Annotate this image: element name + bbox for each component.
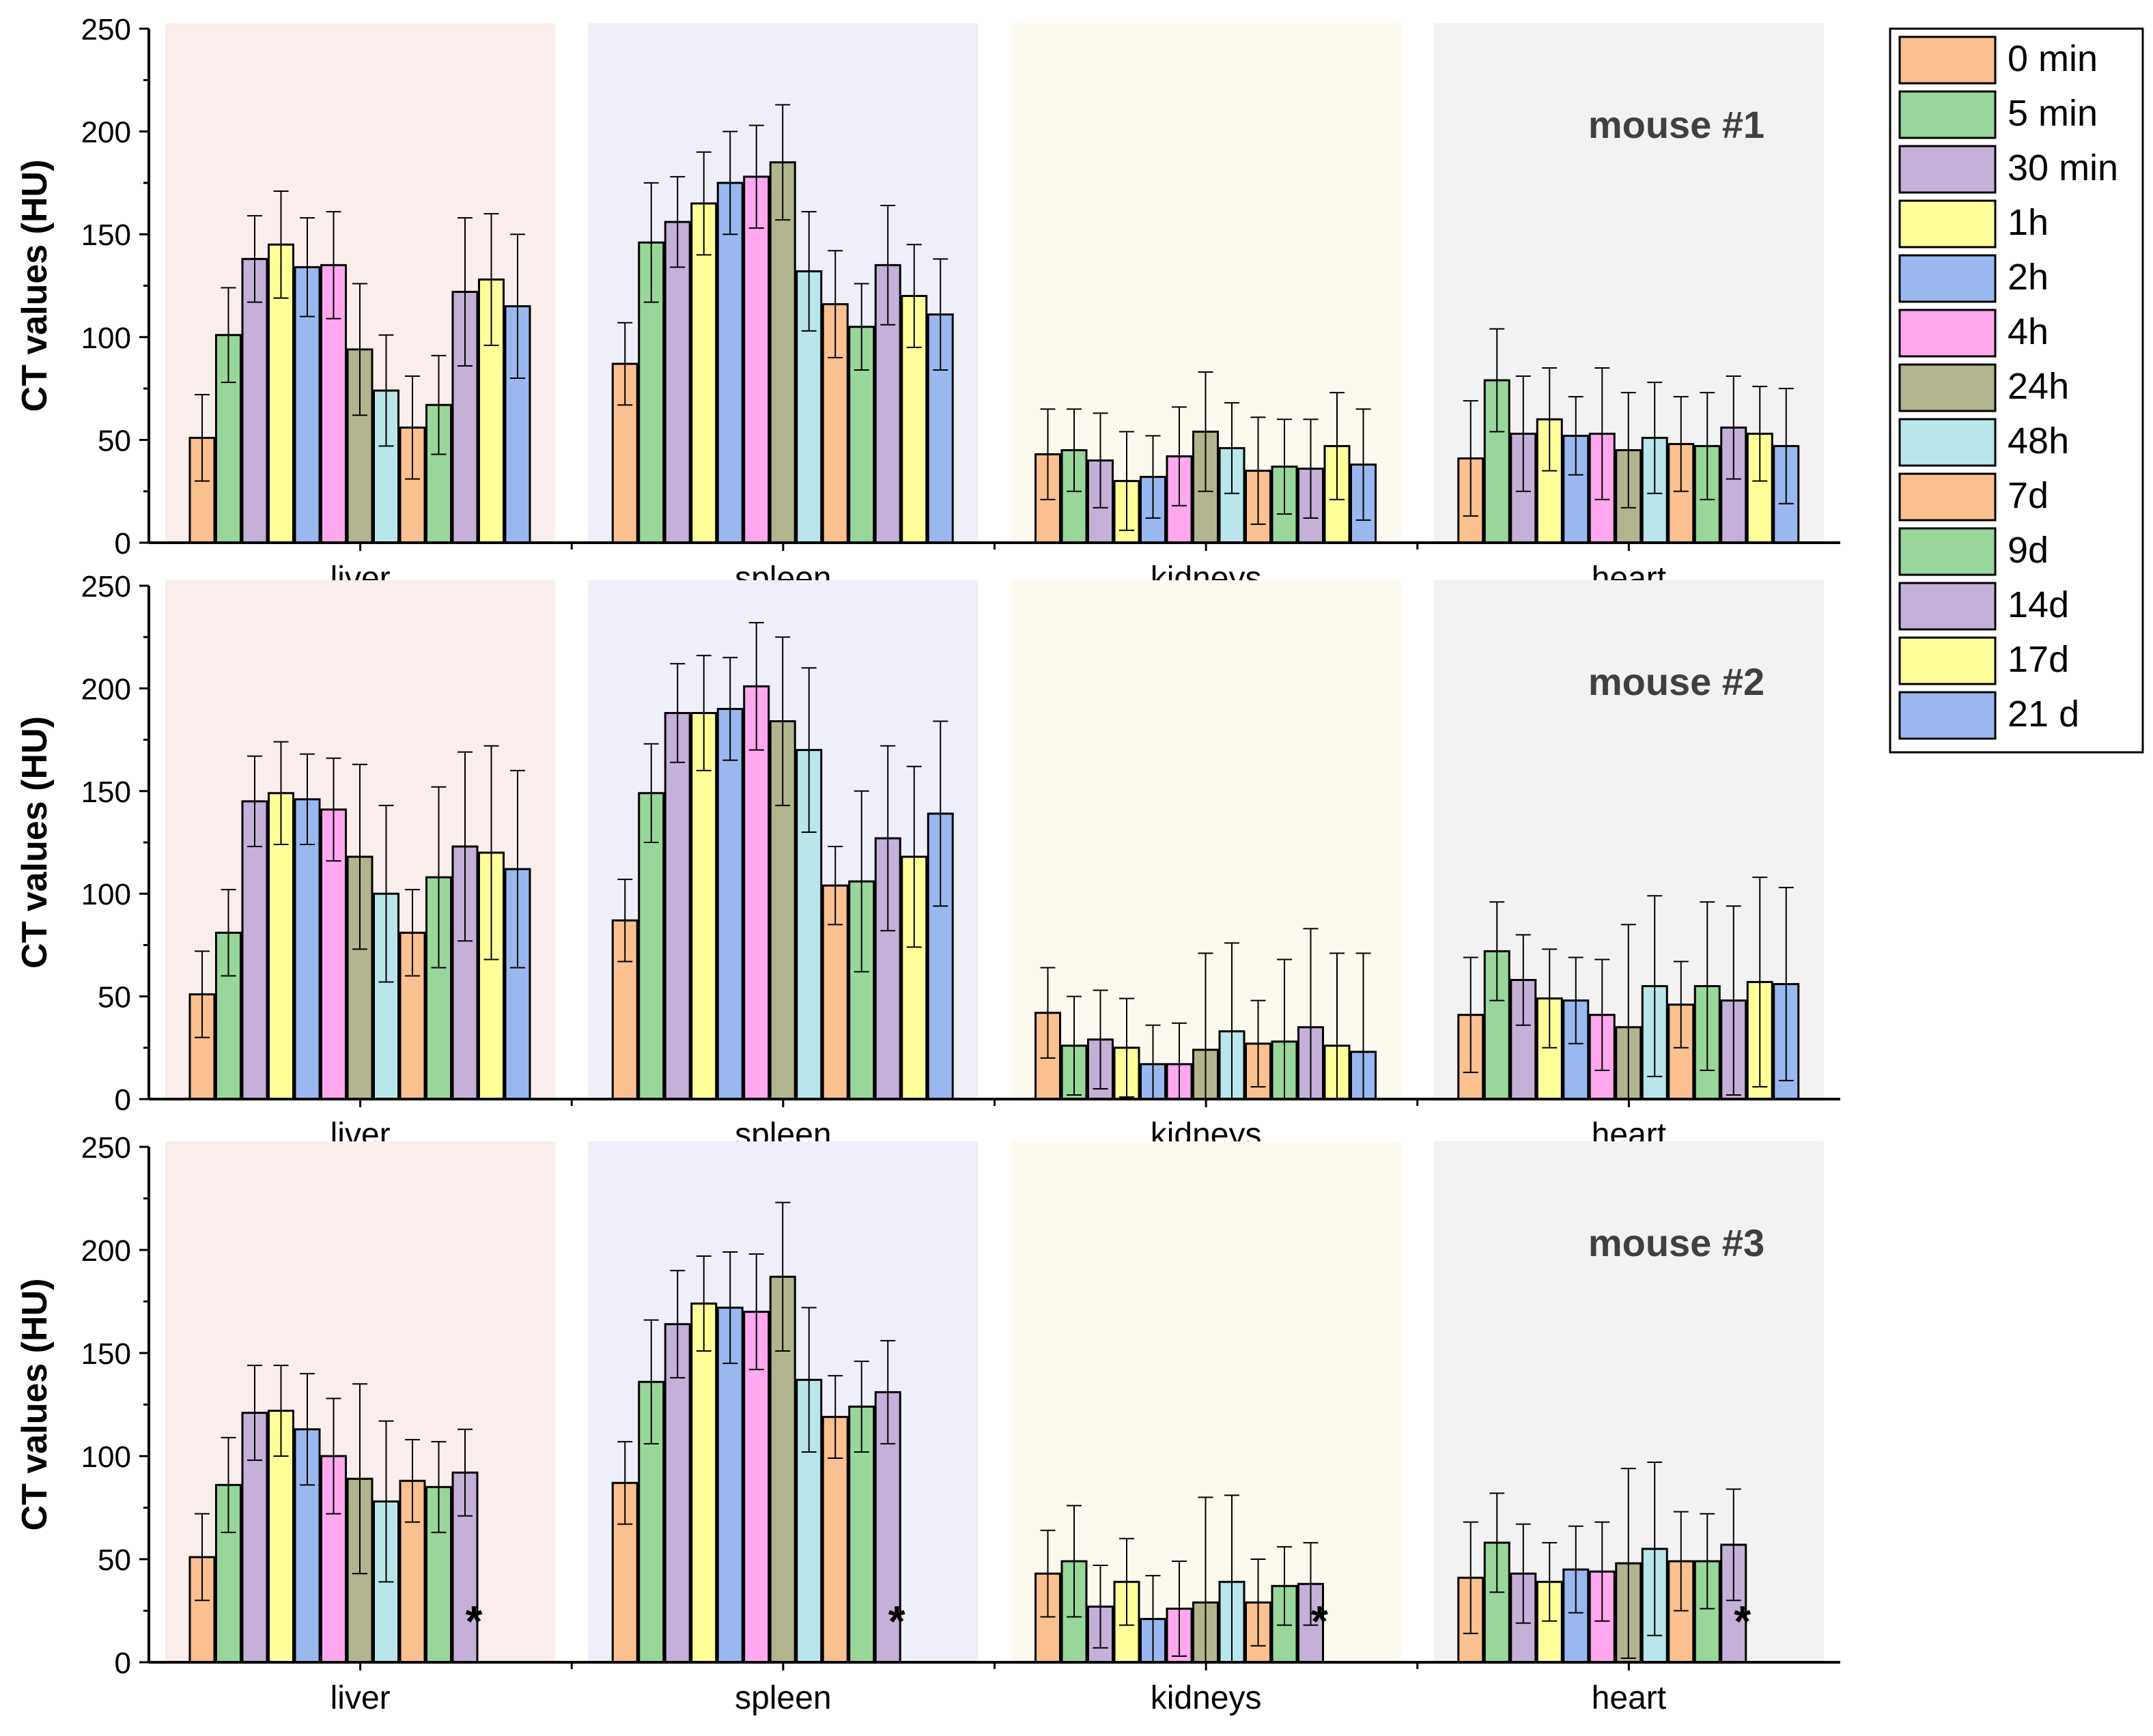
bar-spleen-4h xyxy=(743,175,770,544)
significance-marker-spleen: * xyxy=(888,1597,905,1646)
chart-panel-1: liver spleen kidneys heart050100150200250CT… xyxy=(15,13,1840,597)
legend-swatch-8 xyxy=(1898,472,1997,522)
y-tick-label-100: 100 xyxy=(81,878,131,911)
legend-label-1: 5 min xyxy=(2008,93,2098,134)
legend-swatch-12 xyxy=(1898,691,1997,740)
x-tick-label-spleen: spleen xyxy=(735,1680,831,1716)
panel-title: mouse #3 xyxy=(1588,1221,1764,1264)
bar-spleen-1h xyxy=(690,202,718,544)
legend-label-4: 2h xyxy=(2008,257,2049,298)
y-tick-label-0: 0 xyxy=(115,527,131,560)
significance-marker-heart: * xyxy=(1734,1597,1751,1646)
legend-label-0: 0 min xyxy=(2008,38,2098,79)
bar-liver-1h xyxy=(268,792,294,1100)
legend-label-5: 4h xyxy=(2008,311,2049,352)
x-tick-label-kidneys: kidneys xyxy=(1151,1680,1262,1716)
legend-label-7: 48h xyxy=(2008,421,2069,461)
legend-swatch-11 xyxy=(1898,636,1997,685)
legend-swatch-6 xyxy=(1898,363,1997,412)
y-tick-label-250: 250 xyxy=(81,13,131,46)
y-tick-label-250: 250 xyxy=(81,1131,131,1165)
y-tick-label-100: 100 xyxy=(81,1440,131,1474)
y-axis-title: CT values (HU) xyxy=(15,716,55,969)
y-tick-label-100: 100 xyxy=(81,322,131,355)
y-tick-label-200: 200 xyxy=(81,1234,131,1268)
y-tick-label-200: 200 xyxy=(81,116,131,150)
legend-swatch-4 xyxy=(1898,254,1997,303)
x-tick-label-heart: heart xyxy=(1592,1680,1666,1716)
bar-spleen-0min xyxy=(611,1481,638,1664)
legend-swatch-10 xyxy=(1898,582,1997,631)
legend-label-2: 30 min xyxy=(2008,147,2118,188)
legend-label-6: 24h xyxy=(2008,366,2069,407)
chart-panel-2: liver spleen kidneys heart050100150200250CT… xyxy=(15,570,1840,1153)
legend-label-11: 17d xyxy=(2008,639,2069,680)
legend: 0 min 5 min 30 min 1h 2h 4h 24h 48h 7d 9d 14d 17d 21… xyxy=(1889,27,2144,754)
legend-label-12: 21 d xyxy=(2008,694,2079,735)
bar-spleen-2h xyxy=(716,182,744,544)
bar-liver-17d xyxy=(478,278,505,544)
y-tick-label-250: 250 xyxy=(81,570,131,603)
panel-title: mouse #2 xyxy=(1588,660,1764,703)
bar-spleen-30min xyxy=(664,711,691,1100)
bar-spleen-30min xyxy=(664,220,691,544)
bar-spleen-1h xyxy=(690,1303,718,1664)
legend-swatch-5 xyxy=(1898,309,1997,358)
legend-swatch-9 xyxy=(1898,527,1997,576)
legend-swatch-1 xyxy=(1898,90,1997,139)
legend-label-10: 14d xyxy=(2008,584,2069,625)
bar-spleen-1h xyxy=(690,711,718,1100)
y-tick-label-50: 50 xyxy=(98,981,131,1014)
y-tick-label-50: 50 xyxy=(98,1543,131,1577)
legend-swatch-3 xyxy=(1898,199,1997,248)
panel-title: mouse #1 xyxy=(1588,103,1764,146)
legend-label-9: 9d xyxy=(2008,530,2049,571)
legend-label-3: 1h xyxy=(2008,202,2049,243)
legend-label-8: 7d xyxy=(2008,475,2049,516)
legend-swatch-0 xyxy=(1898,35,1997,85)
y-axis-title: CT values (HU) xyxy=(15,160,55,412)
bar-spleen-4h xyxy=(743,1311,770,1664)
chart-panel-3: * liver * spleen * kidneys * heart 0 50 100 150 200 2… xyxy=(15,1131,1840,1716)
legend-swatch-7 xyxy=(1898,418,1997,467)
bar-liver-2h xyxy=(294,798,321,1100)
y-tick-label-0: 0 xyxy=(115,1083,131,1117)
y-axis-title: CT values (HU) xyxy=(15,1279,55,1531)
significance-marker-kidneys: * xyxy=(1311,1597,1328,1646)
bar-spleen-5min xyxy=(638,1380,665,1664)
y-tick-label-50: 50 xyxy=(98,424,131,457)
y-tick-label-0: 0 xyxy=(115,1647,131,1680)
bar-spleen-2h xyxy=(716,707,744,1100)
significance-marker-liver: * xyxy=(466,1597,483,1646)
y-tick-label-150: 150 xyxy=(81,218,131,252)
y-tick-label-150: 150 xyxy=(81,775,131,809)
x-tick-label-liver: liver xyxy=(330,1680,391,1716)
y-tick-label-150: 150 xyxy=(81,1337,131,1371)
y-tick-label-200: 200 xyxy=(81,672,131,706)
legend-swatch-2 xyxy=(1898,145,1997,194)
